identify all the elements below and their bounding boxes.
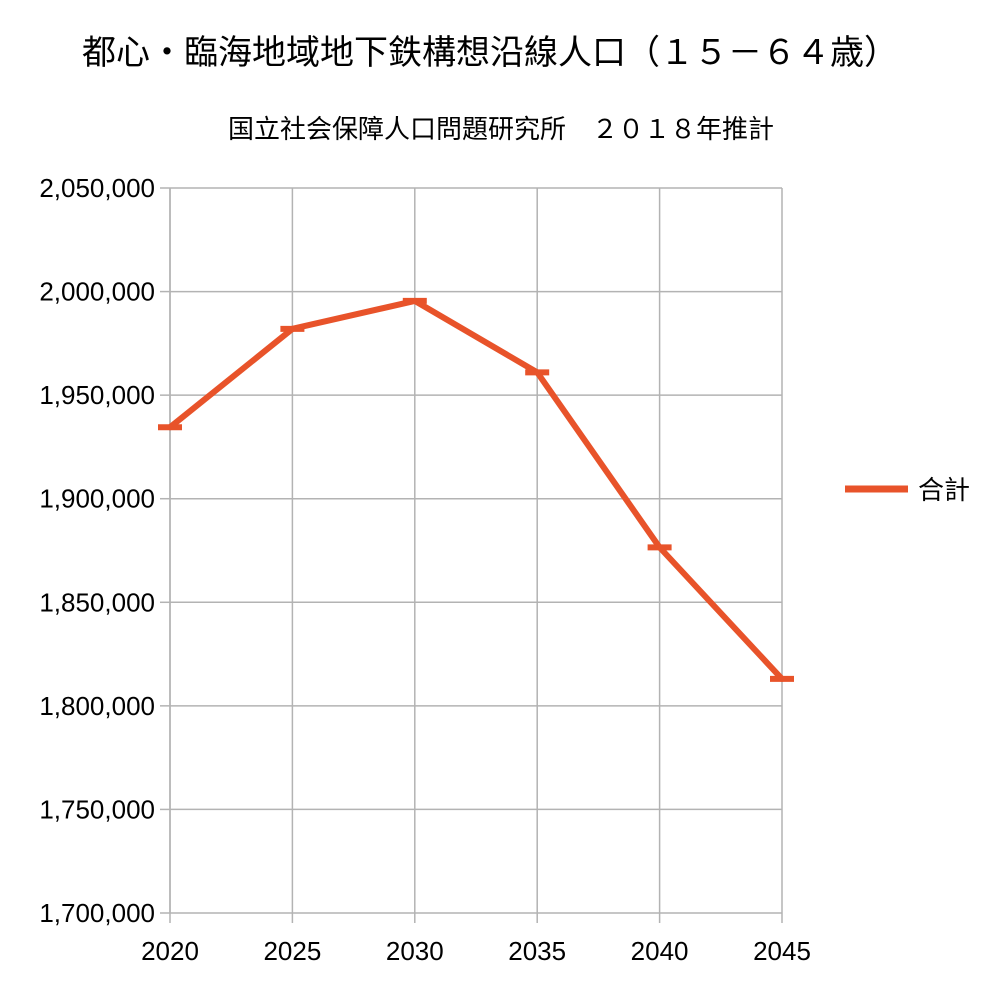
series-line [167,297,785,682]
y-tick-label: 1,800,000 [39,691,155,721]
x-tick-label: 2030 [386,936,444,966]
x-tick-label: 2035 [508,936,566,966]
y-tick-labels: 1,700,000 1,750,000 1,800,000 1,850,000 1,90… [39,173,155,928]
x-tick-label: 2025 [263,936,321,966]
x-tick-label: 2045 [753,936,811,966]
y-tick-label: 1,950,000 [39,380,155,410]
legend: 合計 [845,476,970,506]
axes [160,187,782,914]
y-tick-label: 1,750,000 [39,794,155,824]
chart-title: 都心・臨海地域地下鉄構想沿線人口（１５－６４歳） [82,33,898,73]
chart-subtitle: 国立社会保障人口問題研究所 ２０１８年推計 [228,115,774,145]
x-tick-label: 2020 [141,936,199,966]
y-tick-label: 2,000,000 [39,277,155,307]
y-tick-label: 2,050,000 [39,173,155,203]
legend-label: 合計 [918,476,970,506]
y-tick-label: 1,850,000 [39,587,155,617]
series [158,297,794,682]
x-tick-labels: 2020 2025 2030 2035 2040 2045 [141,936,811,966]
x-tick-label: 2040 [631,936,689,966]
y-tick-label: 1,700,000 [39,898,155,928]
y-tick-label: 1,900,000 [39,484,155,514]
gridlines [169,187,783,923]
